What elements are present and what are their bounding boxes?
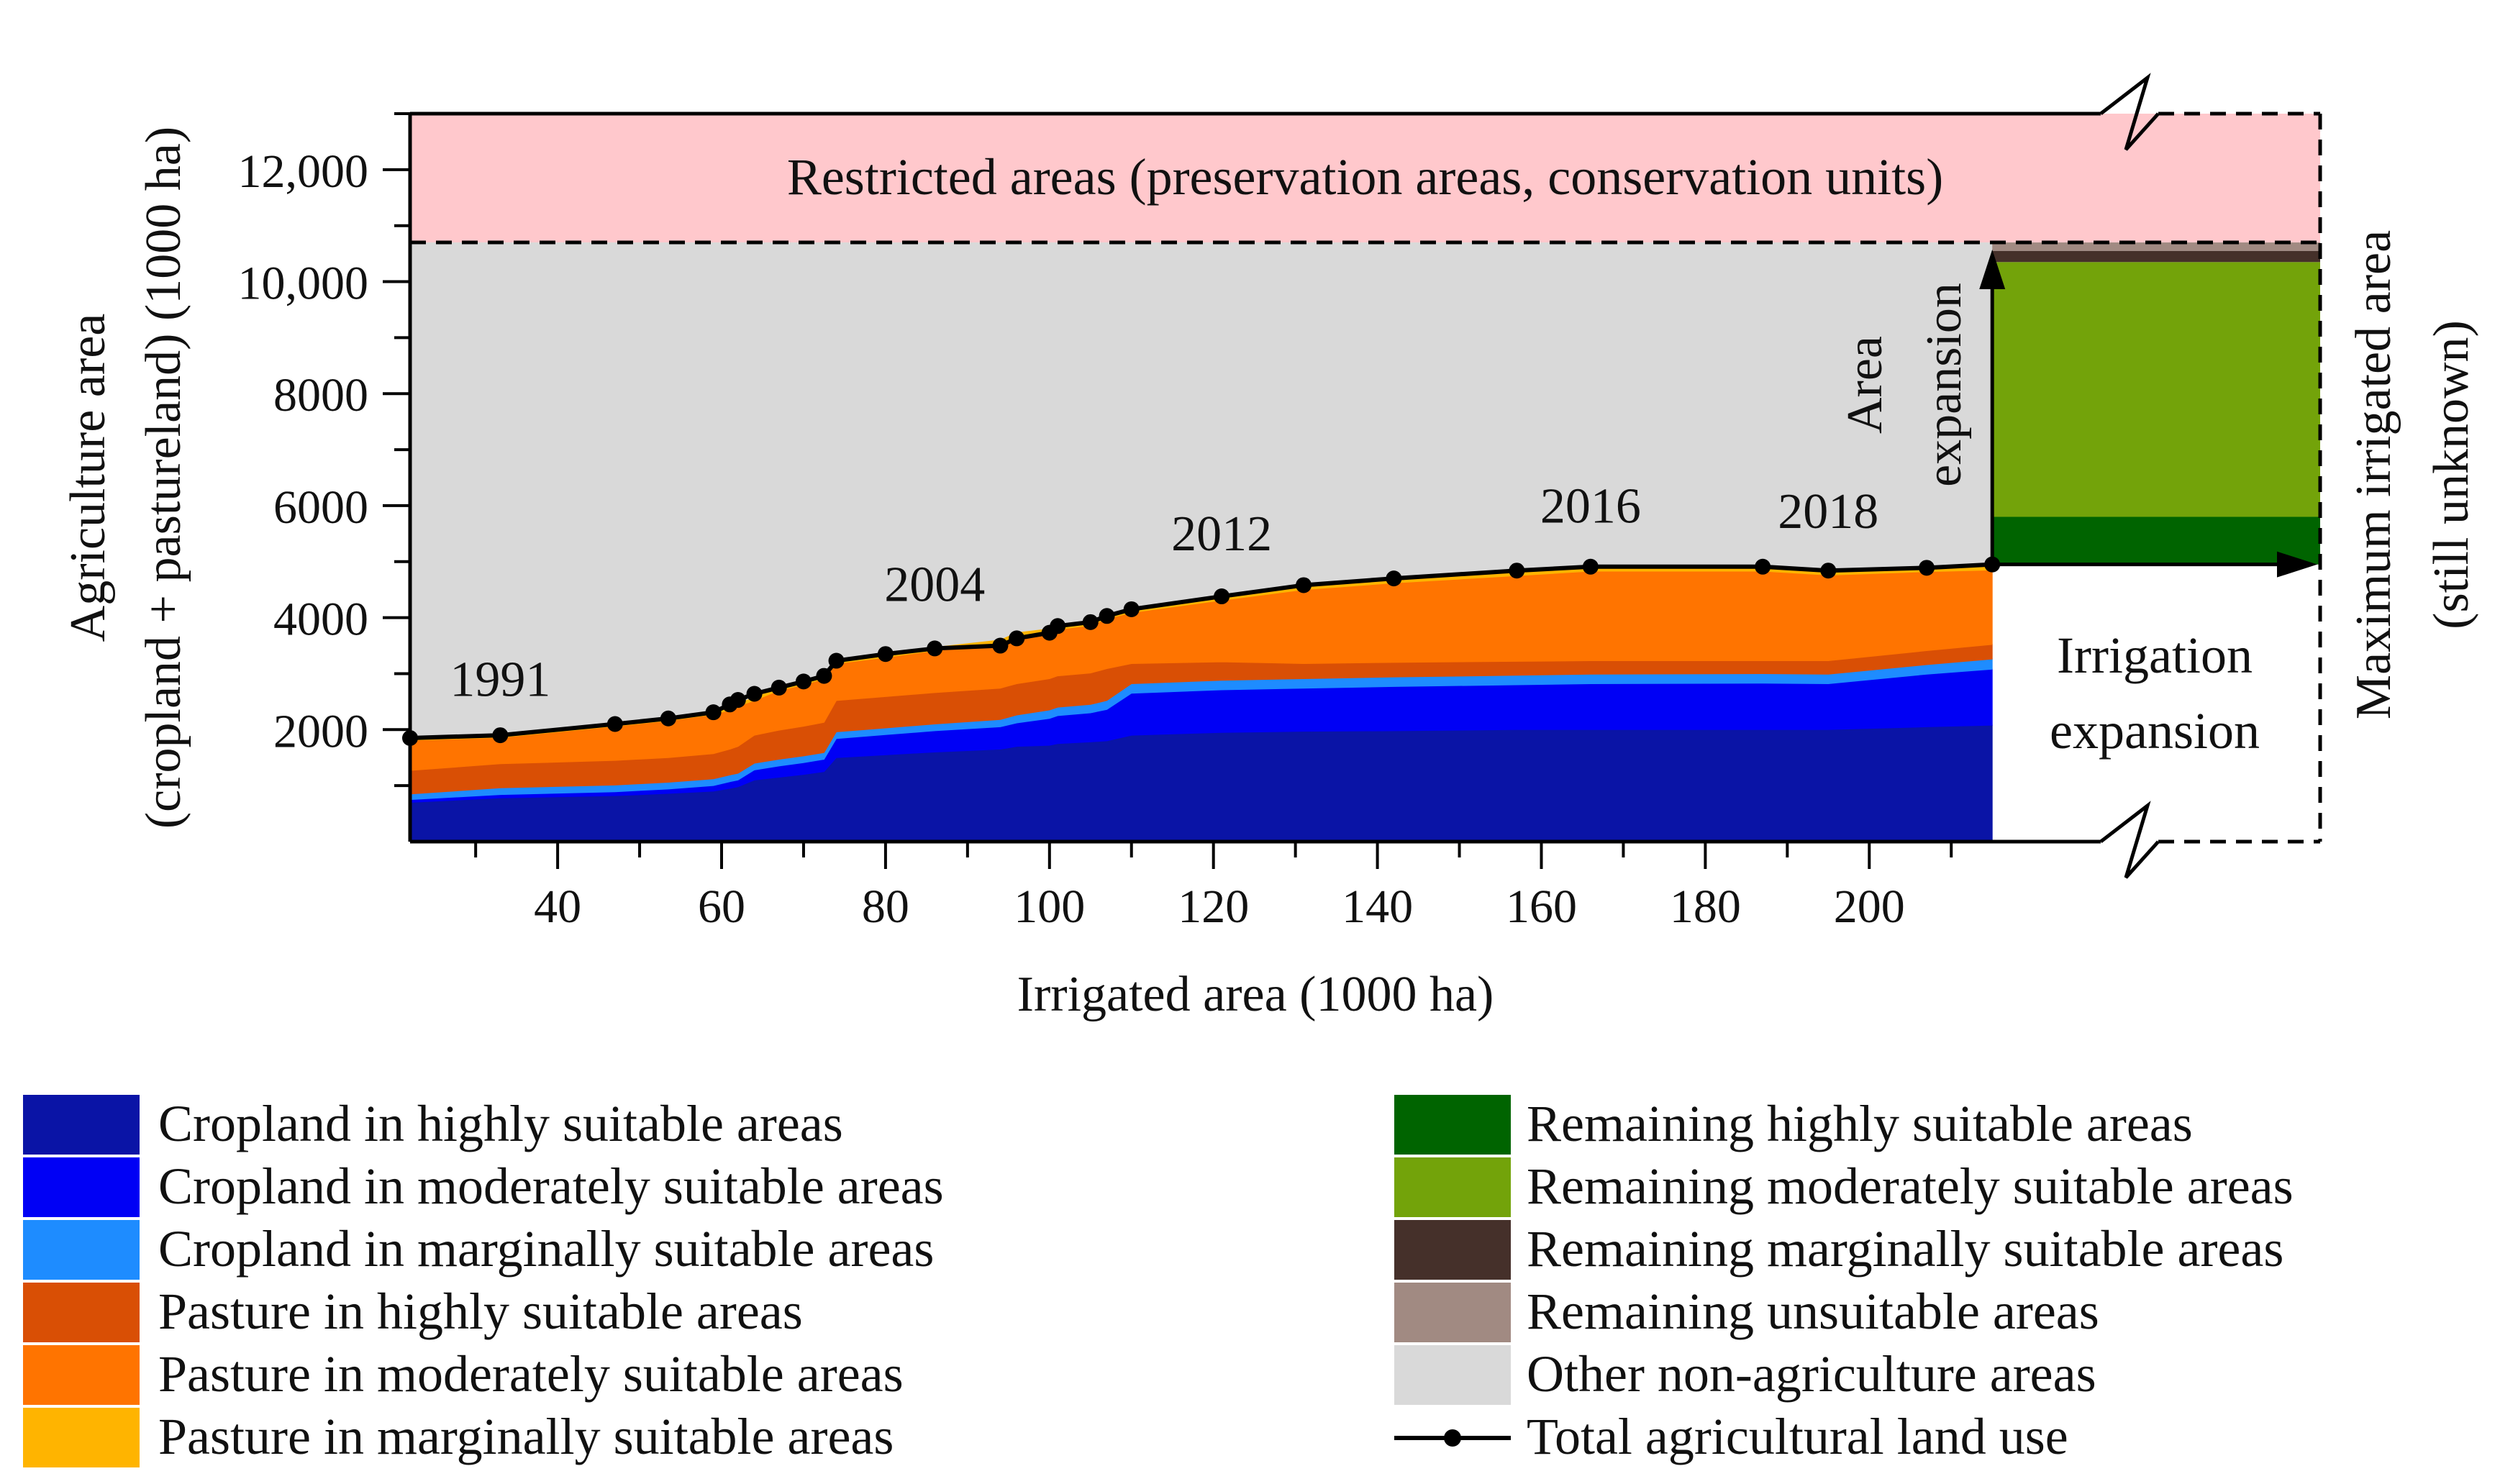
- x-tick-label: 120: [1178, 880, 1249, 933]
- total-land-use-point: [816, 668, 832, 684]
- x-tick-label: 140: [1342, 880, 1413, 933]
- legend-dot-marker: [1444, 1429, 1461, 1447]
- area-expansion-label-line1: Area: [1837, 336, 1893, 434]
- total-land-use-point: [1123, 601, 1140, 617]
- total-land-use-point: [877, 646, 894, 663]
- max-irrigated-label-line1: Maximum irrigated area: [2346, 230, 2401, 719]
- year-label: 2012: [1171, 506, 1272, 562]
- legend-label: Remaining marginally suitable areas: [1527, 1220, 2283, 1278]
- total-land-use-point: [927, 640, 943, 657]
- legend-swatch: [1394, 1345, 1511, 1405]
- year-label: 2004: [884, 557, 985, 612]
- legend-swatch: [1394, 1095, 1511, 1155]
- legend-swatch: [23, 1345, 140, 1405]
- x-tick-label: 180: [1670, 880, 1741, 933]
- total-land-use-point: [1820, 563, 1837, 579]
- total-land-use-point: [1509, 563, 1525, 579]
- bottom-axis-break: [2099, 801, 2160, 879]
- total-land-use-point: [1296, 577, 1312, 593]
- legend-label: Remaining moderately suitable areas: [1527, 1157, 2294, 1215]
- max-irrigated-label-line2: (still unknown): [2424, 320, 2479, 629]
- legend-label: Remaining unsuitable areas: [1527, 1283, 2099, 1340]
- year-label: 2016: [1540, 478, 1641, 534]
- total-land-use-point: [1582, 558, 1599, 575]
- irrigation-expansion-arrowhead: [2277, 551, 2317, 578]
- legend-swatch: [1394, 1157, 1511, 1217]
- total-land-use-point: [1099, 608, 1115, 624]
- total-land-use-point: [1386, 570, 1402, 587]
- total-land-use-point: [828, 652, 845, 669]
- x-tick-label: 160: [1506, 880, 1577, 933]
- total-land-use-point: [746, 686, 763, 702]
- year-label: 1991: [450, 652, 550, 708]
- legend-label: Cropland in moderately suitable areas: [158, 1157, 944, 1215]
- total-land-use-point: [1919, 560, 1935, 576]
- top-axis-break: [2099, 73, 2160, 151]
- legend-label: Other non-agriculture areas: [1527, 1345, 2096, 1403]
- remaining-segment-3: [1992, 242, 2320, 251]
- legend-label: Cropland in highly suitable areas: [158, 1095, 843, 1152]
- y-axis-title-line1: Agriculture area: [60, 314, 116, 642]
- legend: Cropland in highly suitable areasCroplan…: [23, 1095, 2294, 1467]
- legend-label: Pasture in highly suitable areas: [158, 1283, 803, 1340]
- y-tick-label: 4000: [273, 593, 368, 646]
- legend-swatch: [1394, 1220, 1511, 1280]
- total-land-use-point: [660, 710, 676, 727]
- remaining-segment-0: [1992, 516, 2320, 565]
- total-land-use-point: [771, 679, 787, 696]
- x-tick-label: 80: [862, 880, 909, 933]
- area-expansion-label-line2: expansion: [1917, 283, 1972, 487]
- total-land-use-point: [1050, 618, 1066, 634]
- annotations: Restricted areas (preservation areas, co…: [450, 148, 2479, 760]
- total-land-use-point: [1082, 614, 1099, 630]
- legend-swatch: [23, 1220, 140, 1280]
- legend-swatch: [23, 1095, 140, 1155]
- restricted-area-band: [410, 114, 2320, 243]
- y-tick-label: 8000: [273, 369, 368, 422]
- plot-area: [402, 114, 2320, 842]
- y-tick-label: 2000: [273, 705, 368, 757]
- x-tick-label: 60: [698, 880, 745, 933]
- x-tick-label: 100: [1014, 880, 1085, 933]
- year-label: 2018: [1778, 484, 1878, 540]
- remaining-segment-2: [1992, 250, 2320, 263]
- remaining-segment-1: [1992, 262, 2320, 517]
- total-land-use-point: [705, 704, 722, 721]
- irrigation-expansion-label-line2: expansion: [2050, 702, 2260, 760]
- x-axis-title: Irrigated area (1000 ha): [1017, 967, 1494, 1022]
- irrigation-expansion-label-line1: Irrigation: [2057, 627, 2253, 684]
- total-land-use-point: [1009, 630, 1025, 647]
- legend-swatch: [1394, 1283, 1511, 1342]
- area-expansion-arrowhead: [1979, 250, 2006, 290]
- axes: 2000 4000 6000 8000 10,000 12,000 40 60 80 100 120…: [60, 73, 2322, 1022]
- y-axis-title-line2: (cropland + pastureland) (1000 ha): [136, 127, 191, 829]
- total-land-use-point: [492, 727, 509, 744]
- legend-label: Pasture in moderately suitable areas: [158, 1345, 904, 1403]
- y-tick-label: 10,000: [238, 258, 369, 310]
- y-tick-label: 12,000: [238, 145, 369, 198]
- total-land-use-point: [795, 673, 812, 690]
- total-land-use-point: [1755, 558, 1771, 575]
- x-tick-label: 200: [1834, 880, 1905, 933]
- legend-label: Total agricultural land use: [1527, 1408, 2068, 1465]
- legend-label: Remaining highly suitable areas: [1527, 1095, 2193, 1152]
- x-tick-label: 40: [534, 880, 581, 933]
- total-land-use-point: [1214, 588, 1230, 605]
- total-land-use-point: [606, 716, 623, 732]
- total-land-use-point: [730, 692, 746, 709]
- legend-swatch: [23, 1408, 140, 1467]
- legend-swatch: [23, 1157, 140, 1217]
- legend-swatch: [23, 1283, 140, 1342]
- legend-label: Pasture in marginally suitable areas: [158, 1408, 894, 1465]
- restricted-areas-label: Restricted areas (preservation areas, co…: [787, 148, 1943, 206]
- total-land-use-point: [992, 637, 1009, 654]
- legend-label: Cropland in marginally suitable areas: [158, 1220, 934, 1278]
- y-tick-label: 6000: [273, 481, 368, 534]
